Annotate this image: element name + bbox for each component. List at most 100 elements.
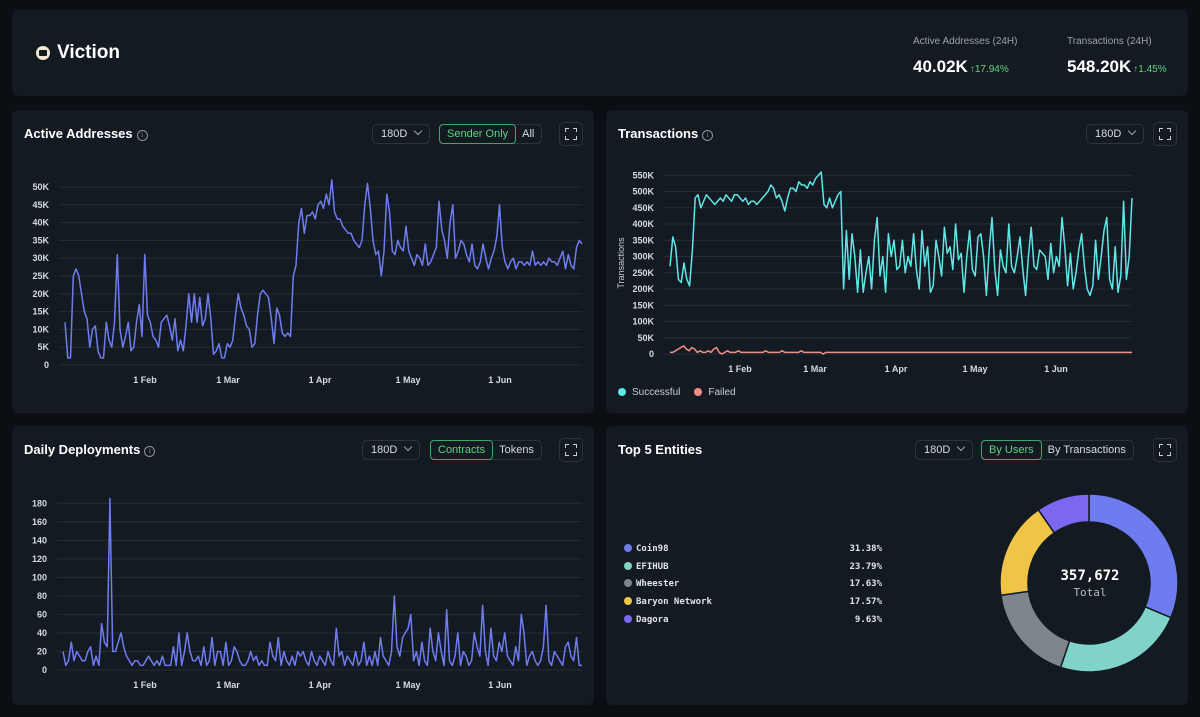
toggle-all[interactable]: All	[522, 128, 535, 140]
y-tick-label: 5K	[37, 342, 49, 352]
x-tick-label: 1 Feb	[133, 680, 157, 690]
info-icon[interactable]: i	[136, 130, 148, 141]
y-tick-label: 10K	[32, 324, 49, 334]
series-line-successful	[669, 171, 1133, 297]
info-icon[interactable]: i	[702, 130, 714, 141]
x-tick-label: 1 Jun	[1044, 364, 1068, 374]
donut-slice-efihub	[1059, 605, 1172, 673]
info-icon[interactable]: i	[144, 446, 156, 457]
x-tick-label: 1 Feb	[728, 364, 752, 374]
toggle-by-transactions[interactable]: By Transactions	[1047, 444, 1126, 456]
transactions-chart: 0 50K 100K 150K 200K 250K 300K 350K 400K 450K 500K…	[616, 170, 1133, 374]
y-tick-label: 30K	[32, 253, 49, 263]
entity-toggle: By Users By Transactions	[981, 440, 1134, 460]
x-tick-label: 1 May	[395, 680, 420, 690]
stat-label: Active Addresses (24H)	[913, 36, 1018, 47]
y-tick-label: 450K	[632, 203, 654, 213]
range-select[interactable]: 180D	[915, 440, 974, 460]
viction-logo-icon	[36, 46, 50, 60]
donut-slice-wheester	[1000, 590, 1071, 669]
y-tick-label: 400K	[632, 219, 654, 229]
toggle-sender-only[interactable]: Sender Only	[439, 124, 517, 144]
y-tick-label: 350K	[632, 235, 654, 245]
entity-share: 23.79%	[849, 561, 882, 572]
entity-row: Wheester 17.63%	[624, 576, 882, 594]
legend-dot	[624, 543, 632, 552]
stat-label: Transactions (24H)	[1067, 36, 1152, 47]
y-tick-label: 40	[37, 628, 47, 638]
stat-value: 548.20K	[1067, 57, 1132, 76]
x-tick-label: 1 Mar	[216, 680, 240, 690]
sender-toggle: Sender Only All	[439, 124, 543, 144]
y-tick-label: 120	[32, 554, 47, 564]
entity-row: Baryon Network 17.57%	[624, 593, 882, 611]
y-tick-label: 100	[32, 572, 47, 582]
entity-name: Dagora	[624, 615, 669, 625]
toggle-tokens[interactable]: Tokens	[499, 444, 534, 456]
legend-dot	[624, 561, 632, 570]
y-tick-label: 50K	[32, 182, 49, 192]
entity-donut-chart	[999, 493, 1179, 673]
entity-share: 9.63%	[854, 615, 882, 626]
entity-list: Coin98 31.38% EFIHUB 23.79% Wheester 17.63% Ba…	[624, 540, 882, 629]
total-label: Total	[1073, 586, 1107, 599]
panel-title: Top 5 Entities	[618, 442, 703, 457]
y-tick-label: 140	[32, 535, 47, 545]
x-tick-label: 1 Apr	[309, 680, 332, 690]
legend-dot	[624, 615, 632, 624]
total-value: 357,672	[1060, 568, 1120, 584]
active-addresses-panel: Active Addresses i 180D Sender Only All 0…	[12, 110, 594, 413]
x-tick-label: 1 May	[962, 364, 987, 374]
series-line-values	[62, 497, 582, 667]
y-axis-label: Transactions	[616, 237, 626, 289]
x-tick-label: 1 Feb	[133, 375, 157, 385]
expand-icon[interactable]	[559, 438, 583, 462]
entity-row: Dagora 9.63%	[624, 611, 882, 629]
header-panel: Viction Active Addresses (24H) 40.02K ↑17…	[12, 10, 1188, 96]
active-addresses-chart: 0 5K 10K 15K 20K 25K 30K 35K 40K 45K 50K 1 Feb 1 Mar…	[32, 179, 583, 385]
panel-title: Daily Deployments i	[24, 442, 156, 457]
y-tick-label: 0	[42, 665, 47, 675]
expand-icon[interactable]	[559, 122, 583, 146]
entity-name: Baryon Network	[624, 597, 712, 607]
expand-icon[interactable]	[1153, 122, 1177, 146]
entity-share: 31.38%	[849, 543, 882, 554]
entity-share: 17.63%	[849, 579, 882, 590]
stat-delta: ↑1.45%	[1133, 64, 1167, 75]
y-tick-label: 150K	[632, 300, 654, 310]
expand-icon[interactable]	[1153, 438, 1177, 462]
legend-successful[interactable]: Successful	[618, 387, 680, 398]
y-tick-label: 20	[37, 646, 47, 656]
y-tick-label: 35K	[32, 235, 49, 245]
range-select[interactable]: 180D	[1086, 124, 1145, 144]
range-select[interactable]: 180D	[372, 124, 431, 144]
x-tick-label: 1 Mar	[216, 375, 240, 385]
y-tick-label: 200K	[632, 284, 654, 294]
panel-title: Active Addresses i	[24, 126, 148, 141]
entity-share: 17.57%	[849, 597, 882, 608]
x-tick-label: 1 Mar	[803, 364, 827, 374]
entity-row: EFIHUB 23.79%	[624, 558, 882, 576]
top-entities-panel: Top 5 Entities 180D By Users By Transact…	[606, 426, 1188, 705]
y-tick-label: 40K	[32, 218, 49, 228]
y-tick-label: 180	[32, 498, 47, 508]
donut-slice-dagora	[1037, 493, 1090, 534]
donut-total: 357,672 Total	[1000, 568, 1180, 599]
x-tick-label: 1 Apr	[309, 375, 332, 385]
toggle-contracts[interactable]: Contracts	[430, 440, 494, 460]
y-tick-label: 15K	[32, 307, 49, 317]
y-tick-label: 20K	[32, 289, 49, 299]
daily-deployments-panel: Daily Deployments i 180D Contracts Tokens…	[12, 426, 594, 705]
toggle-by-users[interactable]: By Users	[981, 440, 1042, 460]
legend-dot	[624, 579, 632, 588]
x-tick-label: 1 May	[395, 375, 420, 385]
series-line-values	[64, 179, 583, 359]
legend-failed[interactable]: Failed	[694, 387, 736, 398]
panel-title: Transactions i	[618, 126, 714, 141]
x-tick-label: 1 Jun	[488, 375, 512, 385]
x-tick-label: 1 Apr	[885, 364, 908, 374]
y-tick-label: 25K	[32, 271, 49, 281]
range-select[interactable]: 180D	[362, 440, 421, 460]
y-tick-label: 160	[32, 517, 47, 527]
transactions-panel: Transactions i 180D 0 50K 100K 150K 200K 250K 3…	[606, 110, 1188, 413]
